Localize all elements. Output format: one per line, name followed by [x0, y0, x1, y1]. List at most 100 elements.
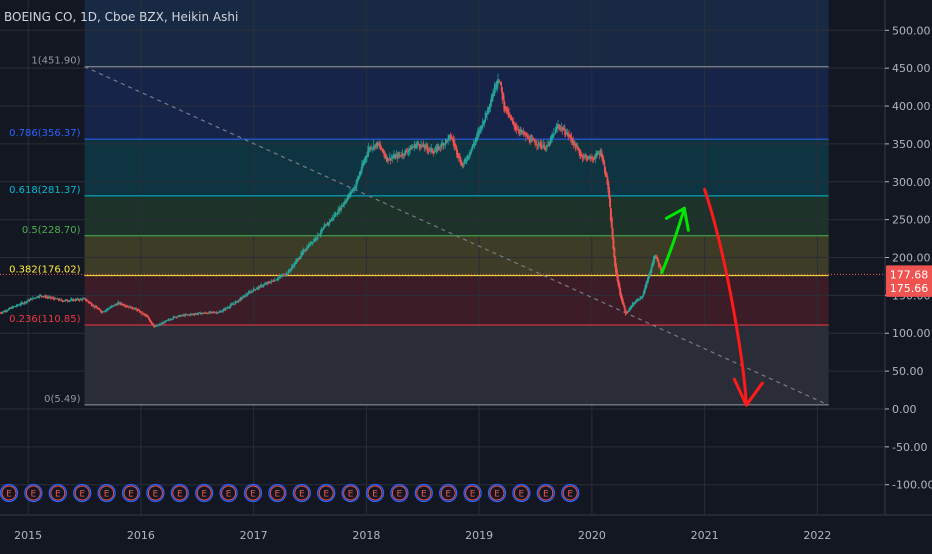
candle-body	[581, 155, 584, 159]
candle-body	[65, 299, 67, 301]
earnings-marker[interactable]: E	[268, 483, 287, 503]
earnings-marker[interactable]: E	[390, 483, 409, 503]
earnings-marker[interactable]: E	[439, 483, 458, 503]
candle-body	[190, 313, 192, 315]
y-tick-label: 250.00	[892, 214, 931, 227]
candle-body	[568, 134, 570, 136]
candle-body	[576, 146, 578, 147]
candle-body	[265, 283, 267, 285]
earnings-marker[interactable]: E	[195, 483, 214, 503]
earnings-marker[interactable]: E	[219, 483, 238, 503]
candle-body	[548, 141, 550, 146]
earnings-marker[interactable]: E	[24, 483, 43, 503]
candle-body	[570, 135, 572, 139]
candle-body	[489, 103, 492, 108]
earnings-marker[interactable]: E	[97, 483, 116, 503]
earnings-marker[interactable]: E	[561, 483, 580, 503]
red-down-arrow[interactable]	[703, 187, 748, 407]
candle-body	[603, 158, 605, 165]
candle-body	[598, 153, 600, 155]
candle-body	[324, 224, 327, 227]
candle-body	[55, 298, 57, 300]
x-tick-label: 2019	[465, 529, 493, 542]
candle-body	[215, 312, 217, 314]
candle-body	[617, 275, 619, 286]
candle-body	[509, 113, 511, 117]
candle-body	[356, 179, 358, 186]
candle-body	[547, 145, 549, 147]
earnings-marker[interactable]: E	[463, 483, 482, 503]
candle-body	[342, 203, 344, 207]
dashed-trend-line[interactable]	[84, 66, 829, 406]
candle-body	[1, 311, 4, 313]
earnings-marker[interactable]: E	[73, 483, 92, 503]
drawing-annotations[interactable]	[660, 187, 764, 407]
earnings-marker[interactable]: E	[146, 483, 165, 503]
earnings-marker[interactable]: E	[341, 483, 360, 503]
candle-body	[338, 211, 340, 213]
candle-body	[102, 311, 104, 313]
green-up-arrow[interactable]	[660, 206, 686, 275]
symbol-title[interactable]: BOEING CO, 1D, Cboe BZX, Heikin Ashi	[4, 10, 239, 24]
price-label: 175.66	[890, 282, 929, 295]
candle-body	[531, 138, 533, 140]
candle-body	[339, 206, 341, 212]
trend-line[interactable]	[84, 66, 829, 406]
candle-body	[43, 296, 45, 298]
candle-body	[187, 314, 189, 316]
candle-body	[96, 307, 98, 310]
candle-body	[337, 208, 339, 214]
price-label-box	[886, 265, 932, 284]
candle-body	[324, 225, 326, 228]
earnings-marker[interactable]: E	[536, 483, 555, 503]
candle-body	[111, 305, 113, 308]
earnings-marker[interactable]: E	[512, 483, 531, 503]
earnings-marker[interactable]: E	[48, 483, 67, 503]
candle-body	[457, 153, 459, 159]
candle-body	[238, 300, 240, 302]
candle-body	[50, 297, 53, 299]
candle-body	[84, 298, 86, 301]
candle-body	[481, 126, 483, 128]
candle-body	[171, 319, 173, 320]
candle-body	[607, 178, 609, 190]
earnings-marker[interactable]: E	[292, 483, 311, 503]
candle-body	[252, 291, 254, 292]
candle-body	[650, 268, 652, 274]
earnings-marker[interactable]: E	[317, 483, 336, 503]
candle-body	[643, 289, 645, 295]
earnings-marker[interactable]: E	[121, 483, 141, 503]
earnings-marker[interactable]: E	[170, 483, 189, 503]
fibonacci-levels[interactable]: 1(451.90) 0.786(356.37) 0.618(281.37) 0.5(2…	[9, 56, 829, 406]
candle-body	[390, 157, 393, 160]
candle-body	[182, 315, 184, 317]
earnings-marker[interactable]: E	[243, 483, 263, 503]
candle-body	[33, 297, 35, 299]
candle-body	[126, 306, 128, 307]
price-label-box	[886, 278, 932, 297]
candle-body	[397, 153, 399, 157]
candle-body	[260, 284, 262, 287]
earnings-marker[interactable]: E	[414, 483, 433, 503]
candle-body	[523, 132, 525, 135]
candle-body	[23, 301, 26, 304]
candle-body	[292, 266, 295, 268]
candle-body	[444, 143, 446, 145]
earnings-marker[interactable]: E	[0, 483, 19, 503]
price-axis-bg	[885, 0, 932, 515]
earnings-marker[interactable]: E	[487, 483, 507, 503]
candle-body	[266, 282, 268, 284]
candle-body	[332, 217, 334, 219]
candle-body	[94, 306, 97, 308]
candle-body	[636, 299, 638, 302]
earnings-marker[interactable]: E	[365, 483, 385, 503]
candle-body	[448, 135, 450, 140]
candle-body	[331, 216, 333, 220]
candle-body	[72, 299, 75, 301]
candle-body	[277, 277, 279, 280]
candle-body	[58, 299, 60, 301]
fib-label: 0(5.49)	[44, 394, 81, 405]
